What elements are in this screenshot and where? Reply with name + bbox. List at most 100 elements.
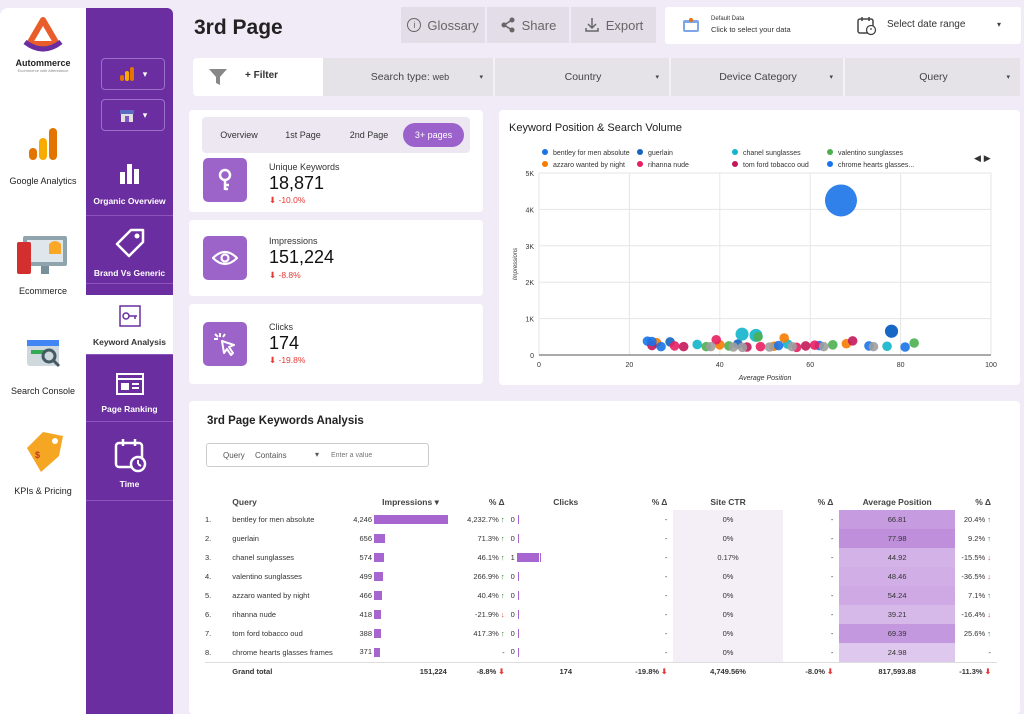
query-dropdown[interactable]: Query ▾	[847, 58, 1020, 96]
nav-item-organic-overview[interactable]: Organic Overview	[86, 156, 173, 216]
rail-item-ecommerce[interactable]: Ecommerce	[0, 230, 86, 296]
row-query: chrome hearts glasses frames	[232, 647, 333, 657]
table-row[interactable]: 7. tom ford tobacco oud 388 417.3% ↑ 0-0% -69…	[205, 624, 997, 643]
row-clicks: 1	[511, 548, 621, 567]
store-icon	[119, 110, 134, 122]
brand-logo[interactable]: Autommerce Ecommerce with Attendance	[0, 16, 86, 73]
row-position-delta: -36.5% ↓	[961, 572, 991, 581]
tab-2nd-page[interactable]: 2nd Page	[349, 130, 389, 140]
select-data-link[interactable]: Click to select your data	[711, 25, 791, 34]
table-row[interactable]: 8. chrome hearts glasses frames 371-0-0% -2…	[205, 643, 997, 662]
chevron-down-icon: ▾	[997, 20, 1002, 29]
legend-marker	[542, 161, 548, 167]
table-row[interactable]: 1. bentley for men absolute 4,246 4,232.7% …	[205, 510, 997, 529]
nav-item-page-ranking[interactable]: Page Ranking	[86, 364, 173, 422]
table-header-row: Query Impressions ▾ % Δ Clicks % Δ Site …	[205, 494, 997, 510]
row-impressions-delta: 417.3% ↑	[473, 629, 505, 638]
table-row[interactable]: 3. chanel sunglasses 574 46.1% ↑ 1-0.17% -44.…	[205, 548, 997, 567]
row-ctr-delta: -	[830, 629, 834, 638]
price-tag-icon: $	[27, 432, 63, 472]
tab-3plus-pages[interactable]: 3+ pages	[403, 123, 464, 147]
glossary-button[interactable]: i Glossary	[401, 7, 485, 43]
nav-item-keyword-analysis[interactable]: Keyword Analysis	[86, 295, 173, 355]
rail-item-google-analytics[interactable]: Google Analytics	[0, 124, 86, 186]
data-point	[656, 341, 666, 352]
row-clicks-delta: -	[664, 572, 668, 581]
data-point	[818, 341, 829, 352]
x-tick-label: 20	[626, 362, 634, 369]
nav-item-time[interactable]: Time	[86, 433, 173, 501]
y-tick-label: 5K	[525, 171, 534, 178]
table-row[interactable]: 6. rihanna nude 418 -21.9% ↓ 0-0% -39.21 -16.4…	[205, 605, 997, 624]
col-ctr-delta[interactable]: % Δ	[817, 497, 834, 507]
data-selector: Default Data Click to select your data S…	[665, 7, 1021, 44]
filter-value-input[interactable]	[331, 448, 423, 462]
row-impressions: 418	[352, 605, 453, 624]
row-clicks-delta: -	[664, 647, 668, 657]
tab-1st-page[interactable]: 1st Page	[285, 130, 321, 140]
share-button[interactable]: Share	[487, 7, 569, 43]
table-row[interactable]: 5. azzaro wanted by night 466 40.4% ↑ 0-0% -5…	[205, 586, 997, 605]
device-category-dropdown[interactable]: Device Category ▾	[673, 58, 845, 96]
row-index: 8.	[205, 647, 212, 657]
row-ctr: 0%	[673, 510, 783, 529]
data-point	[779, 333, 789, 343]
export-button[interactable]: Export	[571, 7, 656, 43]
legend-page-arrows[interactable]: ◀ ▶	[974, 154, 991, 164]
rail-label: KPIs & Pricing	[14, 486, 72, 496]
data-point	[868, 341, 879, 352]
row-position-delta: -15.5% ↓	[961, 553, 991, 562]
col-clicks-delta[interactable]: % Δ	[651, 497, 668, 507]
legend-entry: tom ford tobacco oud	[743, 162, 809, 169]
row-index: 7.	[205, 629, 212, 638]
chevron-down-icon: ▾	[655, 74, 659, 81]
kpi-delta: ⬇ -8.8%	[269, 270, 301, 280]
x-tick-label: 40	[716, 362, 724, 369]
share-icon	[501, 17, 515, 33]
row-ctr-delta: -	[830, 610, 834, 619]
chevron-down-icon: ▾	[1006, 74, 1010, 81]
rail-item-kpis-pricing[interactable]: $ KPIs & Pricing	[0, 428, 86, 496]
row-ctr: 0%	[673, 624, 783, 643]
row-impressions: 574	[352, 548, 453, 567]
nav-item-brand-vs-generic[interactable]: Brand Vs Generic	[86, 220, 173, 284]
row-impressions-delta: 266.9% ↑	[473, 572, 505, 581]
col-impressions[interactable]: Impressions ▾	[382, 496, 439, 507]
tab-overview[interactable]: Overview	[220, 130, 258, 140]
y-tick-label: 4K	[525, 207, 534, 214]
nav-label: Brand Vs Generic	[93, 268, 166, 278]
analytics-source-dropdown[interactable]: ▾	[101, 58, 165, 90]
legend-entry: guerlain	[648, 150, 673, 157]
date-range-picker[interactable]: Select date range ▾	[855, 7, 1021, 44]
ranking-icon	[115, 373, 144, 395]
impressions-bar	[374, 515, 449, 525]
col-query[interactable]: Query	[232, 497, 257, 507]
table-row[interactable]: 2. guerlain 656 71.3% ↑ 0-0% -77.98 9.2% ↑	[205, 529, 997, 548]
filter-operator-dropdown[interactable]: Contains	[255, 451, 287, 460]
nav-label: Keyword Analysis	[93, 337, 166, 347]
total-clicks: 174	[559, 667, 573, 677]
search-type-dropdown[interactable]: Search type: web ▾	[327, 58, 495, 96]
col-impressions-delta[interactable]: % Δ	[488, 497, 505, 507]
row-average-position: 66.81	[839, 510, 955, 529]
legend-marker	[732, 161, 738, 167]
row-average-position: 54.24	[839, 586, 955, 605]
row-ctr: 0%	[673, 586, 783, 605]
store-source-dropdown[interactable]: ▾	[101, 99, 165, 131]
add-filter-button[interactable]: + Filter	[193, 58, 323, 96]
country-dropdown[interactable]: Country ▾	[497, 58, 671, 96]
col-site-ctr[interactable]: Site CTR	[710, 497, 746, 507]
row-clicks: 0	[511, 624, 621, 643]
row-ctr-delta: -	[830, 591, 834, 600]
data-point	[669, 341, 680, 351]
row-ctr: 0%	[673, 567, 783, 586]
filter-icon	[209, 69, 227, 85]
rail-item-search-console[interactable]: Search Console	[0, 334, 86, 396]
col-position-delta[interactable]: % Δ	[975, 497, 991, 507]
col-average-position[interactable]: Average Position	[862, 497, 932, 507]
table-row[interactable]: 4. valentino sunglasses 499 266.9% ↑ 0-0% -48…	[205, 567, 997, 586]
rail-label: Ecommerce	[18, 286, 67, 296]
col-clicks[interactable]: Clicks	[553, 497, 579, 507]
data-point	[909, 338, 919, 348]
brand-name: Autommerce	[15, 58, 71, 68]
